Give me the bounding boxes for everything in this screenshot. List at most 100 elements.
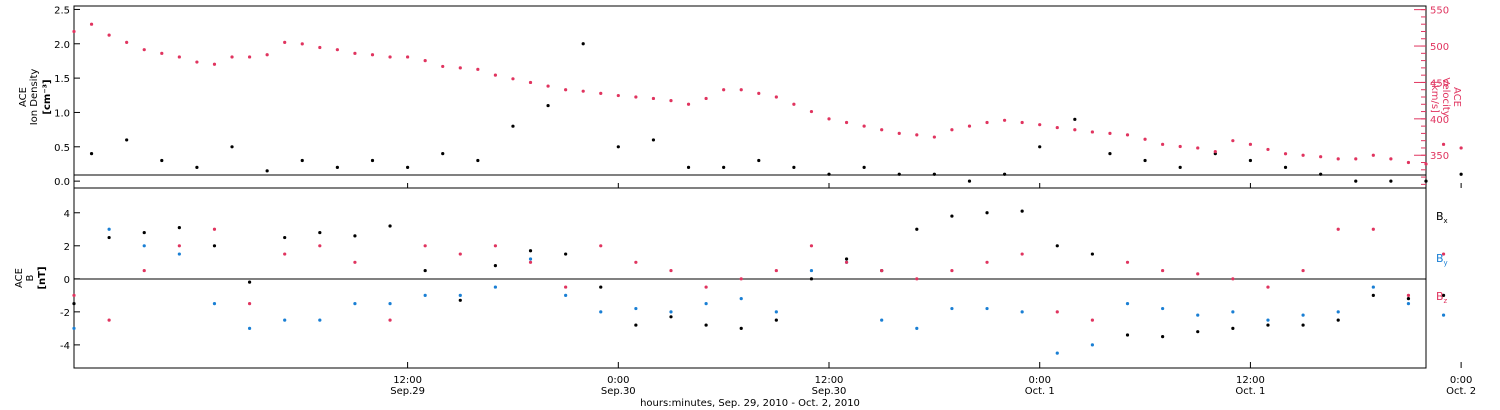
by-point: [1231, 310, 1235, 314]
bz-point: [1020, 252, 1024, 256]
bz-point: [915, 277, 919, 281]
density-point: [230, 145, 234, 149]
velocity-point: [335, 48, 339, 52]
velocity-point: [493, 73, 498, 77]
bx-point: [1266, 323, 1270, 327]
bz-point: [388, 318, 392, 322]
bz-point: [1371, 227, 1375, 231]
velocity-point: [932, 135, 936, 139]
bz-point: [880, 268, 884, 273]
velocity-point: [441, 64, 445, 69]
by-point: [528, 257, 533, 261]
bx-point: [634, 323, 638, 327]
velocity-point: [651, 96, 656, 101]
bz-point: [704, 285, 708, 289]
density-point: [511, 124, 515, 128]
x-tick-date-label: Sep.30: [601, 386, 636, 397]
velocity-ylabel-line3: [km/s]: [1429, 81, 1440, 113]
bx-point: [388, 224, 392, 228]
x-tick-date-label: Sep.30: [812, 386, 847, 397]
velocity-point: [1319, 155, 1323, 159]
by-point: [177, 252, 181, 256]
density-point: [1143, 158, 1147, 163]
velocity-y-tick-label: 350: [1430, 151, 1449, 162]
by-point: [880, 318, 884, 322]
velocity-point: [528, 80, 533, 85]
velocity-point: [915, 133, 919, 137]
density-point: [1424, 179, 1428, 183]
by-point: [72, 326, 76, 330]
x-tick-date-label: Oct. 1: [1235, 386, 1265, 397]
velocity-point: [318, 45, 322, 50]
density-point: [370, 158, 375, 163]
bx-point: [1125, 333, 1130, 337]
bz-point: [1266, 285, 1270, 289]
bz-point: [1196, 272, 1200, 276]
by-point: [212, 301, 217, 306]
by-point: [669, 310, 673, 314]
velocity-y-tick-label: 400: [1430, 115, 1449, 126]
density-point: [1178, 165, 1182, 169]
bx-point: [950, 214, 954, 218]
velocity-point: [897, 131, 901, 135]
bx-point: [669, 315, 673, 319]
velocity-point: [1090, 130, 1094, 134]
by-point: [1301, 313, 1305, 317]
b-ylabel-line3: [nT]: [37, 266, 48, 289]
bx-point: [774, 318, 778, 322]
density-point: [1073, 117, 1077, 121]
density-point: [1283, 165, 1288, 169]
x-tick-time-label: 12:00: [393, 375, 422, 386]
velocity-point: [1020, 120, 1024, 125]
bz-point: [1161, 268, 1165, 273]
x-tick-time-label: 12:00: [815, 375, 844, 386]
bx-point: [599, 285, 603, 289]
velocity-point: [967, 124, 972, 128]
bx-point: [915, 227, 919, 231]
velocity-point: [458, 66, 462, 70]
by-point: [1406, 301, 1411, 306]
velocity-point: [1196, 146, 1200, 150]
velocity-point: [1002, 118, 1007, 122]
bz-point: [564, 285, 568, 289]
velocity-point: [1073, 128, 1077, 132]
density-point: [967, 179, 972, 183]
velocity-point: [564, 88, 568, 92]
velocity-point: [686, 102, 691, 106]
bx-point: [283, 235, 287, 240]
velocity-point: [370, 53, 375, 57]
by-point: [1020, 310, 1024, 314]
density-point: [1002, 172, 1007, 176]
velocity-point: [950, 128, 954, 132]
by-point: [599, 310, 603, 314]
velocity-point: [476, 67, 480, 71]
velocity-point: [125, 40, 129, 45]
bz-point: [844, 260, 849, 264]
velocity-point: [1354, 157, 1358, 161]
bx-point: [1301, 323, 1305, 327]
bz-point: [142, 268, 146, 273]
bx-point: [1196, 330, 1200, 334]
b-y-tick-label: 4: [64, 209, 70, 220]
by-point: [388, 301, 392, 306]
velocity-point: [739, 88, 743, 92]
density-point: [1248, 158, 1253, 163]
b-y-tick-label: -2: [60, 308, 70, 319]
x-tick-time-label: 0:00: [1028, 375, 1050, 386]
by-point: [985, 306, 989, 311]
velocity-point: [634, 95, 638, 99]
velocity-point: [1161, 142, 1165, 146]
velocity-point: [1283, 152, 1288, 156]
density-point: [335, 165, 339, 169]
velocity-y-tick-label: 450: [1430, 78, 1449, 89]
velocity-point: [985, 120, 989, 125]
velocity-point: [581, 89, 585, 93]
legend-by: By: [1436, 252, 1448, 267]
bx-point: [142, 230, 146, 235]
density-point: [441, 152, 445, 156]
by-point: [1196, 313, 1200, 317]
bz-point: [177, 244, 181, 248]
by-point: [107, 227, 111, 231]
bx-point: [739, 326, 743, 330]
top-panel-frame: [73, 5, 1427, 189]
